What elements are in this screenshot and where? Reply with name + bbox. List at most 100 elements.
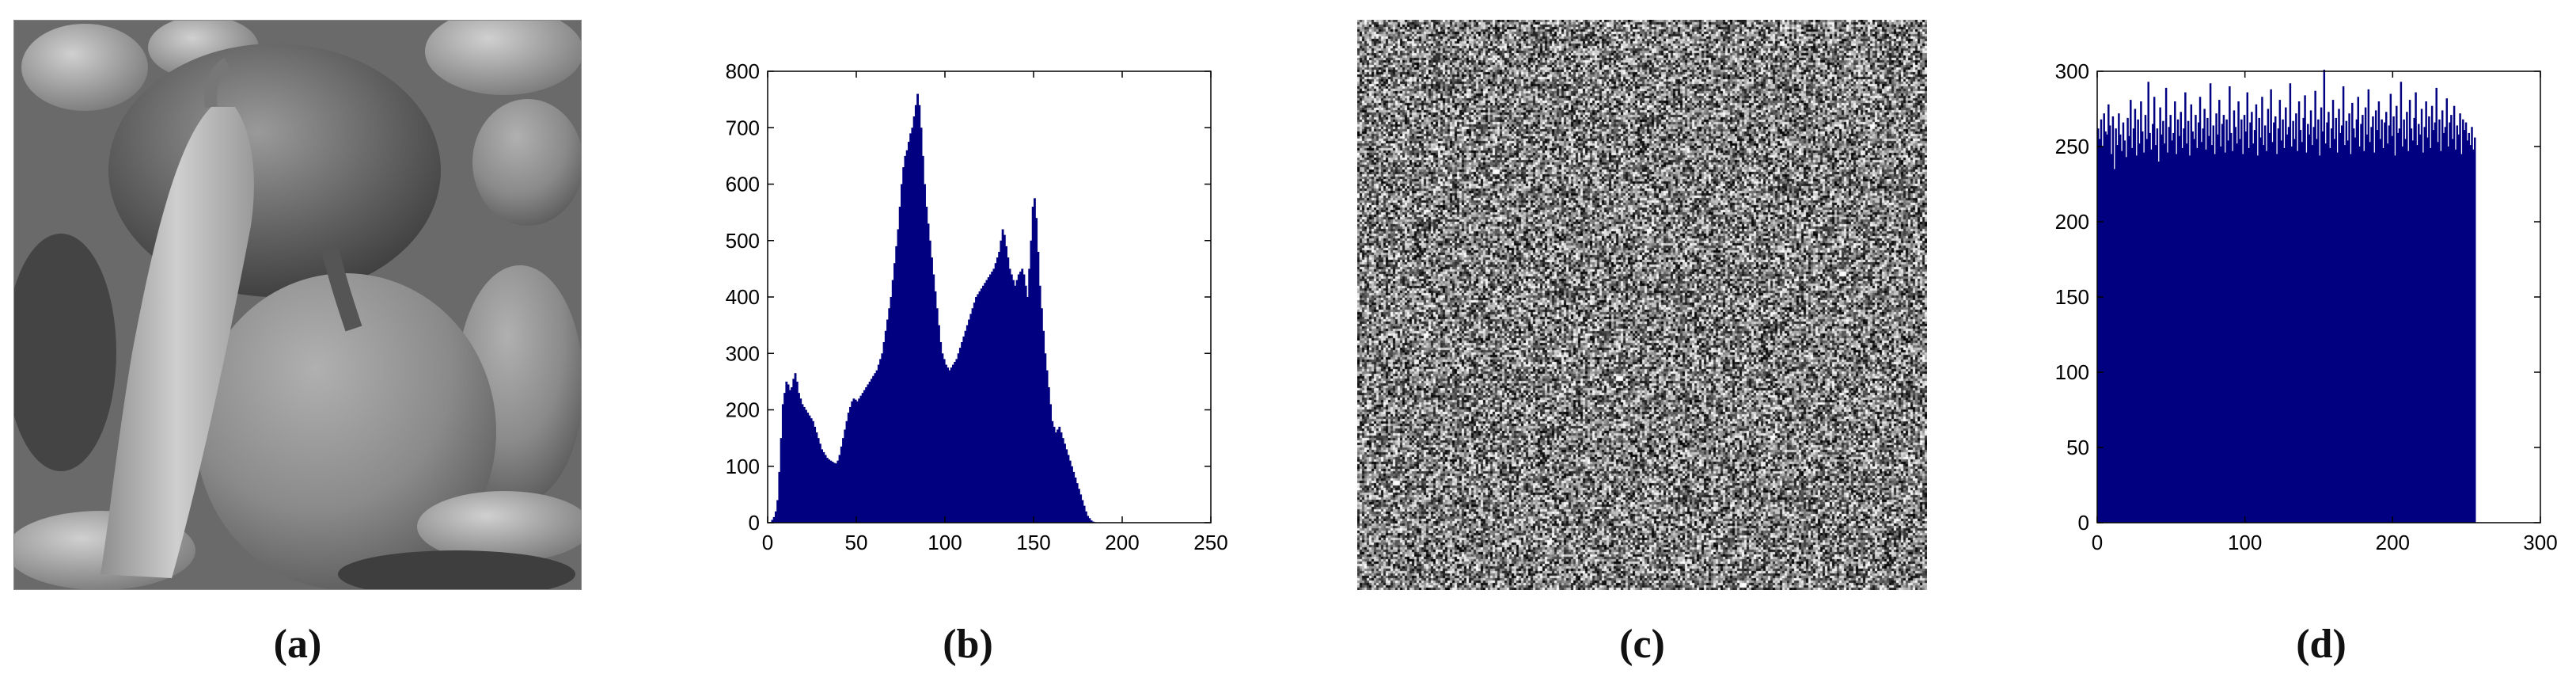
bar — [2196, 147, 2199, 523]
bar — [2415, 92, 2417, 523]
y-tick-label: 200 — [726, 398, 760, 422]
bar — [2450, 115, 2453, 523]
bar — [828, 459, 830, 523]
x-tick-label: 200 — [2376, 531, 2410, 554]
bar — [2381, 119, 2383, 523]
bar — [2128, 135, 2130, 523]
bar — [2195, 115, 2197, 523]
bar — [2210, 145, 2214, 523]
bar — [2392, 116, 2395, 523]
bar — [1071, 466, 1073, 523]
bar — [863, 390, 866, 523]
bar — [2454, 149, 2457, 523]
bar — [2187, 120, 2190, 523]
x-tick-label: 100 — [2228, 531, 2262, 554]
bar — [2311, 145, 2314, 523]
bar — [2301, 142, 2304, 523]
bar — [1034, 198, 1036, 523]
bar — [1084, 511, 1087, 523]
bar — [2215, 113, 2217, 523]
bar — [2231, 150, 2234, 523]
bar — [865, 387, 868, 523]
bar — [870, 379, 873, 523]
bar — [861, 393, 864, 523]
bar — [1051, 421, 1054, 523]
bar — [1065, 449, 1068, 523]
bar — [2130, 147, 2134, 523]
bar — [2385, 112, 2388, 523]
bar — [1019, 271, 1022, 523]
bar — [907, 142, 910, 523]
bar — [798, 393, 800, 523]
bar — [2258, 117, 2260, 523]
bar — [2132, 128, 2135, 523]
bar — [1061, 438, 1064, 523]
bar — [2283, 147, 2286, 523]
bar — [2379, 139, 2381, 523]
bar — [886, 319, 889, 523]
bar — [2111, 116, 2115, 523]
bar — [835, 463, 837, 523]
bar — [1030, 240, 1033, 523]
bar — [2205, 149, 2207, 523]
bar — [2253, 130, 2256, 523]
bar — [2202, 128, 2204, 523]
bar — [2199, 97, 2202, 523]
bar — [877, 364, 880, 523]
x-tick-label: 100 — [928, 531, 962, 554]
bar — [1003, 234, 1006, 523]
bar — [2434, 122, 2437, 523]
bar — [2107, 104, 2110, 523]
bar — [2147, 82, 2149, 523]
bar — [2330, 128, 2333, 523]
bar — [2130, 100, 2132, 523]
bar — [2243, 115, 2246, 523]
bar — [785, 381, 788, 523]
bar — [778, 471, 781, 523]
bar — [904, 155, 907, 523]
bar — [824, 455, 827, 523]
bar — [2190, 104, 2193, 523]
bar — [2248, 147, 2250, 523]
bar — [2428, 116, 2430, 523]
y-tick-label: 500 — [726, 229, 760, 253]
bar — [1087, 516, 1090, 523]
bar — [2416, 145, 2419, 523]
bar — [2360, 124, 2362, 523]
bar — [2145, 139, 2149, 523]
x-tick-label: 0 — [2092, 531, 2103, 554]
bar — [822, 451, 825, 523]
bars-b — [771, 93, 1096, 523]
bar — [966, 325, 969, 523]
bar — [806, 413, 810, 523]
bar — [771, 520, 774, 523]
bar — [2358, 147, 2361, 523]
bar — [2459, 113, 2461, 523]
bar — [2138, 143, 2141, 523]
bar — [1053, 426, 1056, 523]
bar — [2239, 139, 2241, 523]
bar — [2418, 124, 2420, 523]
bar — [2474, 137, 2476, 523]
peppers-image — [6, 8, 591, 598]
bar — [2404, 139, 2407, 523]
bar — [2309, 110, 2312, 523]
bar — [859, 395, 863, 523]
bar — [2469, 145, 2472, 523]
caption-d: (d) — [2296, 622, 2346, 667]
bar — [2162, 120, 2164, 523]
bar — [2453, 105, 2456, 523]
bar — [833, 463, 836, 523]
x-tick-label: 50 — [845, 531, 868, 554]
bar — [1090, 520, 1093, 523]
bar — [2426, 137, 2429, 523]
bar — [2406, 112, 2408, 523]
bar — [851, 401, 854, 523]
bar — [818, 443, 821, 523]
bar — [2178, 135, 2181, 523]
x-tick-label: 250 — [1193, 531, 1227, 554]
bar — [1054, 432, 1057, 523]
bar — [2369, 142, 2371, 523]
bar — [2193, 139, 2195, 523]
bar — [891, 280, 894, 523]
